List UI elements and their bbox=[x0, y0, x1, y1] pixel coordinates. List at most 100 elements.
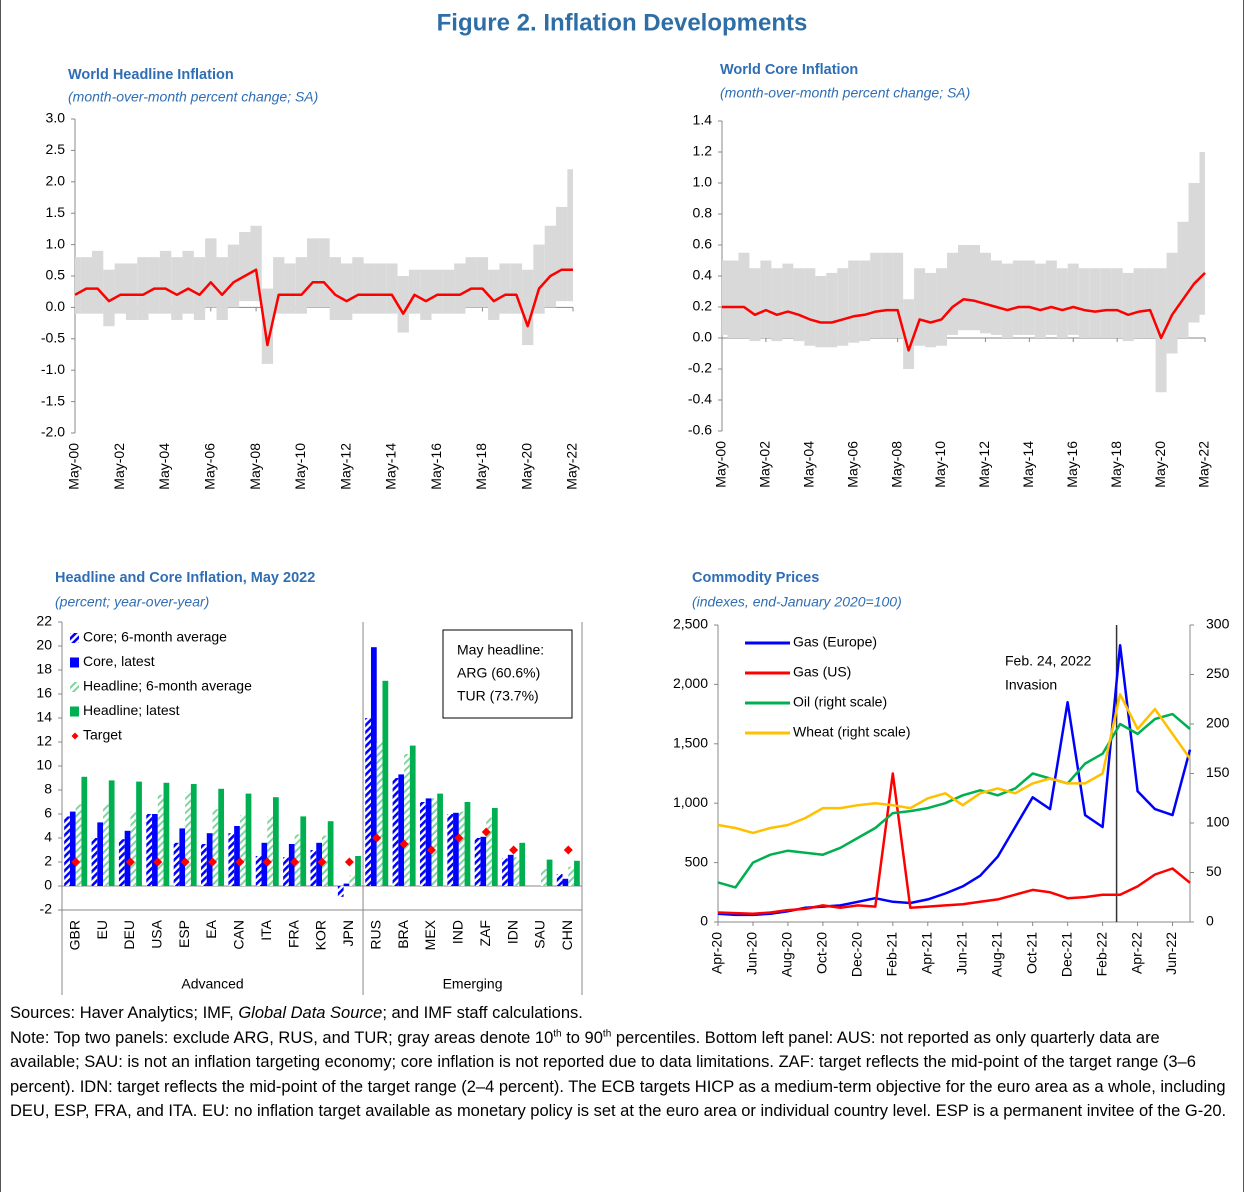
percentile-band bbox=[881, 252, 893, 338]
y-tick-label: -0.2 bbox=[688, 360, 712, 376]
bar bbox=[316, 842, 322, 886]
x-tick-label: May-14 bbox=[383, 443, 399, 490]
bar bbox=[464, 802, 471, 886]
target-marker bbox=[71, 857, 81, 867]
target-marker bbox=[235, 857, 245, 867]
series-line bbox=[717, 643, 1192, 917]
percentile-band bbox=[374, 263, 387, 314]
percentile-band bbox=[567, 169, 573, 302]
x-tick-label: May-20 bbox=[1152, 441, 1168, 488]
bar bbox=[556, 874, 563, 886]
bar bbox=[337, 886, 344, 897]
percentile-band bbox=[544, 225, 557, 308]
annotation: Feb. 24, 2022 bbox=[1005, 653, 1092, 669]
x-tick-label: May-18 bbox=[1108, 441, 1124, 488]
x-tick-label: May-16 bbox=[1064, 441, 1080, 488]
annotation-box bbox=[442, 629, 573, 719]
bar bbox=[261, 842, 268, 886]
legend-swatch bbox=[70, 633, 79, 643]
y-tick-label: 8 bbox=[44, 781, 52, 797]
x-tick-label: CHN bbox=[559, 920, 575, 950]
x-tick-label: Apr-21 bbox=[918, 932, 934, 974]
bar bbox=[64, 816, 70, 886]
target-marker bbox=[208, 857, 218, 867]
percentile-band bbox=[793, 268, 805, 342]
percentile-band bbox=[1122, 272, 1134, 342]
y-tick-label: 6 bbox=[44, 805, 52, 821]
percentile-band bbox=[431, 269, 443, 314]
x-tick-label: RUS bbox=[367, 920, 383, 950]
x-tick-label: ESP bbox=[176, 920, 192, 948]
bar bbox=[273, 797, 279, 886]
percentile-band bbox=[749, 268, 761, 342]
target-marker bbox=[426, 845, 436, 855]
legend-label: Headline; latest bbox=[83, 702, 180, 718]
bar bbox=[349, 875, 356, 886]
sources-text: Sources: Haver Analytics; IMF, bbox=[10, 1004, 239, 1022]
bar bbox=[486, 817, 492, 886]
percentile-band bbox=[340, 263, 353, 320]
y-tick-label: 2,500 bbox=[673, 616, 708, 632]
target-marker bbox=[180, 857, 190, 867]
target-marker bbox=[262, 857, 272, 867]
bar bbox=[206, 833, 213, 886]
bar bbox=[447, 814, 454, 886]
series-line bbox=[74, 268, 573, 347]
bar bbox=[568, 866, 575, 886]
y2-tick-label: 0 bbox=[1206, 913, 1214, 929]
y-tick-label: 0.4 bbox=[693, 267, 713, 283]
y-tick-label: 0 bbox=[700, 913, 708, 929]
series-line bbox=[722, 272, 1206, 352]
bar bbox=[409, 745, 416, 886]
x-tick-label: Dec-20 bbox=[849, 932, 865, 977]
y-tick-label: 2.0 bbox=[46, 173, 66, 189]
y-tick-label: 1,000 bbox=[673, 794, 708, 810]
y-tick-label: 1.5 bbox=[46, 204, 66, 220]
x-tick-label: Aug-21 bbox=[988, 932, 1004, 977]
chart-subtitle: (month-over-month percent change; SA) bbox=[68, 89, 318, 105]
x-tick-label: May-02 bbox=[757, 441, 773, 488]
bar bbox=[118, 839, 125, 886]
annotation: TUR (73.7%) bbox=[457, 688, 539, 704]
bar bbox=[310, 850, 317, 886]
bar bbox=[75, 804, 82, 886]
x-tick-label: Jun-22 bbox=[1163, 932, 1179, 975]
y-tick-label: 0.0 bbox=[46, 298, 66, 314]
y-tick-label: 0.0 bbox=[693, 329, 713, 345]
percentile-band bbox=[103, 269, 115, 327]
percentile-band bbox=[273, 257, 285, 314]
y-tick-label: -1.5 bbox=[41, 392, 65, 408]
percentile-band bbox=[318, 238, 330, 308]
bar bbox=[163, 782, 170, 886]
y-tick-label: 1.0 bbox=[46, 235, 66, 251]
y2-tick-label: 100 bbox=[1206, 814, 1230, 830]
note-text: to 90 bbox=[561, 1028, 603, 1047]
bar bbox=[179, 828, 186, 886]
y-tick-label: -0.5 bbox=[41, 330, 65, 346]
x-tick-label: EU bbox=[94, 920, 110, 939]
percentile-band bbox=[722, 260, 728, 335]
x-tick-label: Feb-22 bbox=[1093, 932, 1109, 977]
y-tick-label: -0.4 bbox=[688, 391, 712, 407]
bar bbox=[519, 842, 526, 886]
target-marker bbox=[317, 857, 327, 867]
bar bbox=[453, 812, 459, 886]
bar bbox=[431, 798, 438, 886]
x-tick-label: IDN bbox=[504, 920, 520, 944]
x-tick-label: Dec-21 bbox=[1058, 932, 1074, 977]
target-marker bbox=[372, 833, 382, 843]
x-tick-label: IND bbox=[450, 920, 466, 944]
percentile-band bbox=[859, 260, 871, 342]
y-tick-label: -0.6 bbox=[688, 422, 712, 438]
bar bbox=[245, 793, 252, 886]
legend-label: Target bbox=[83, 727, 122, 743]
percentile-band bbox=[1111, 268, 1123, 338]
bar bbox=[480, 836, 487, 886]
bar bbox=[267, 816, 274, 886]
bar bbox=[130, 811, 137, 886]
x-tick-label: May-04 bbox=[156, 443, 172, 490]
legend-swatch bbox=[71, 732, 79, 740]
bar bbox=[437, 793, 443, 886]
sources: Sources: Haver Analytics; IMF, Global Da… bbox=[10, 1001, 1232, 1026]
